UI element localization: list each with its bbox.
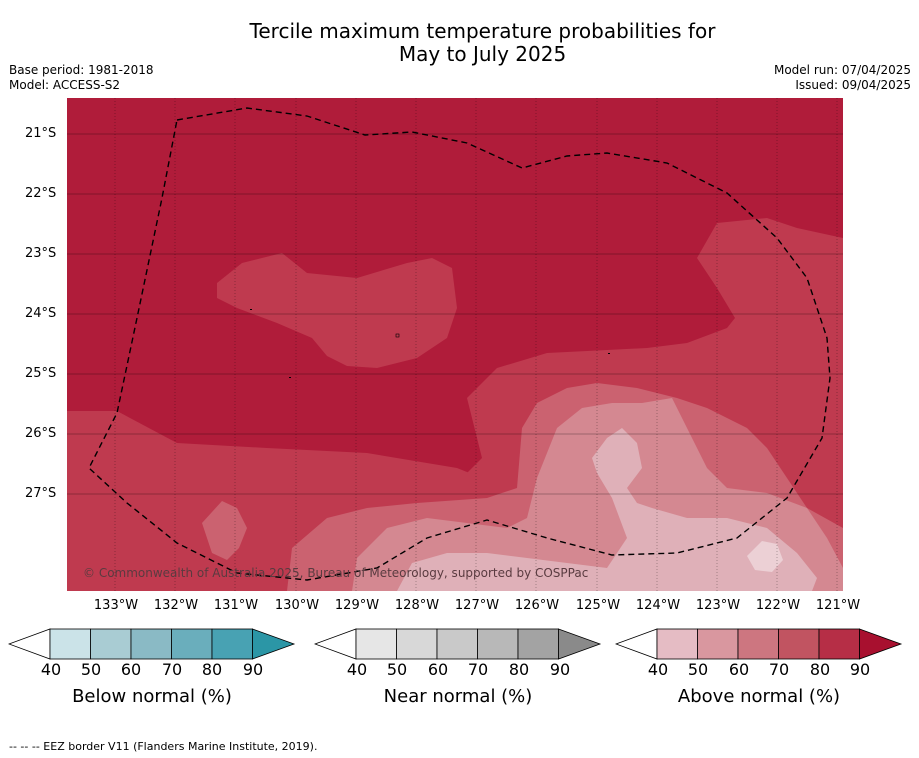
region-70-spot (202, 501, 247, 560)
lon-label: 128°W (394, 598, 440, 613)
lon-label: 131°W (213, 598, 259, 613)
eez-border (88, 107, 831, 581)
probability-map (67, 98, 843, 591)
model-run: Model run: 07/04/2025 (773, 63, 911, 77)
map-title: Tercile maximum temperature probabilitie… (0, 20, 919, 66)
colorbar-box (778, 628, 820, 660)
region-80-north (217, 253, 457, 368)
cb-tick: 60 (728, 660, 750, 679)
lon-label: 126°W (514, 598, 560, 613)
island (289, 377, 291, 378)
colorbar-box (355, 628, 397, 660)
lon-label: 123°W (695, 598, 741, 613)
base-period: Base period: 1981-2018 (9, 63, 154, 77)
cb-tick: 80 (809, 660, 831, 679)
lat-label: 24°S (25, 306, 57, 321)
colorbar-box (697, 628, 739, 660)
colorbar-box (477, 628, 519, 660)
colorbar-box (737, 628, 779, 660)
model-name: Model: ACCESS-S2 (9, 78, 121, 92)
cb-tick: 50 (80, 660, 102, 679)
colorbar-title-below: Below normal (%) (72, 686, 232, 707)
copyright-note: © Commonwealth of Australia 2025, Bureau… (83, 566, 589, 580)
colorbar-extend-low (314, 628, 357, 660)
issued-date: Issued: 09/04/2025 (795, 78, 911, 92)
colorbar-box (49, 628, 91, 660)
cb-tick: 90 (849, 660, 871, 679)
colorbar-box (818, 628, 860, 660)
colorbar-title-above: Above normal (%) (677, 686, 841, 707)
lon-label: 124°W (635, 598, 681, 613)
cb-tick: 80 (508, 660, 530, 679)
colorbar-below-normal (8, 628, 296, 660)
lat-label: 23°S (25, 246, 57, 261)
cb-tick: 50 (386, 660, 408, 679)
cb-tick: 90 (549, 660, 571, 679)
lon-label: 121°W (815, 598, 861, 613)
colorbar-extend-low (8, 628, 51, 660)
colorbar-box (90, 628, 132, 660)
title-line-2: May to July 2025 (398, 42, 567, 66)
colorbar-box (517, 628, 559, 660)
lat-label: 22°S (25, 186, 57, 201)
colorbar-box (436, 628, 478, 660)
lat-label: 21°S (25, 126, 57, 141)
title-line-1: Tercile maximum temperature probabilitie… (249, 19, 716, 43)
colorbar-extend-high (558, 628, 602, 660)
colorbar-box (396, 628, 438, 660)
cb-tick: 70 (161, 660, 183, 679)
island (250, 309, 252, 310)
cb-tick: 90 (242, 660, 264, 679)
colorbar-extend-high (252, 628, 296, 660)
colorbar-box (130, 628, 172, 660)
lat-label: 26°S (25, 426, 57, 441)
lon-label: 130°W (274, 598, 320, 613)
eez-legend-note: -- -- -- EEZ border V11 (Flanders Marine… (9, 740, 318, 753)
cb-tick: 50 (687, 660, 709, 679)
region-40-spot (747, 541, 783, 572)
lat-label: 25°S (25, 366, 57, 381)
colorbar-above-normal (615, 628, 903, 660)
colorbar-extend-low (615, 628, 658, 660)
region-50 (397, 428, 817, 591)
cb-tick: 60 (427, 660, 449, 679)
cb-tick: 40 (346, 660, 368, 679)
lon-label: 122°W (755, 598, 801, 613)
colorbar-title-near: Near normal (%) (383, 686, 533, 707)
run-info: Model run: 07/04/2025 Issued: 09/04/2025 (774, 63, 911, 93)
island (608, 353, 610, 354)
gridlines (67, 98, 843, 591)
lat-label: 27°S (25, 486, 57, 501)
cb-tick: 70 (768, 660, 790, 679)
lon-label: 127°W (454, 598, 500, 613)
cb-tick: 40 (40, 660, 62, 679)
cb-tick: 40 (647, 660, 669, 679)
lon-label: 133°W (93, 598, 139, 613)
colorbar-box (171, 628, 213, 660)
lon-label: 125°W (575, 598, 621, 613)
colorbar-box (656, 628, 698, 660)
colorbar-near-normal (314, 628, 602, 660)
colorbar-box (211, 628, 253, 660)
model-info: Base period: 1981-2018 Model: ACCESS-S2 (9, 63, 154, 93)
colorbar-extend-high (859, 628, 903, 660)
lon-label: 132°W (153, 598, 199, 613)
island (395, 333, 400, 338)
cb-tick: 70 (467, 660, 489, 679)
lon-label: 129°W (334, 598, 380, 613)
cb-tick: 60 (120, 660, 142, 679)
cb-tick: 80 (201, 660, 223, 679)
